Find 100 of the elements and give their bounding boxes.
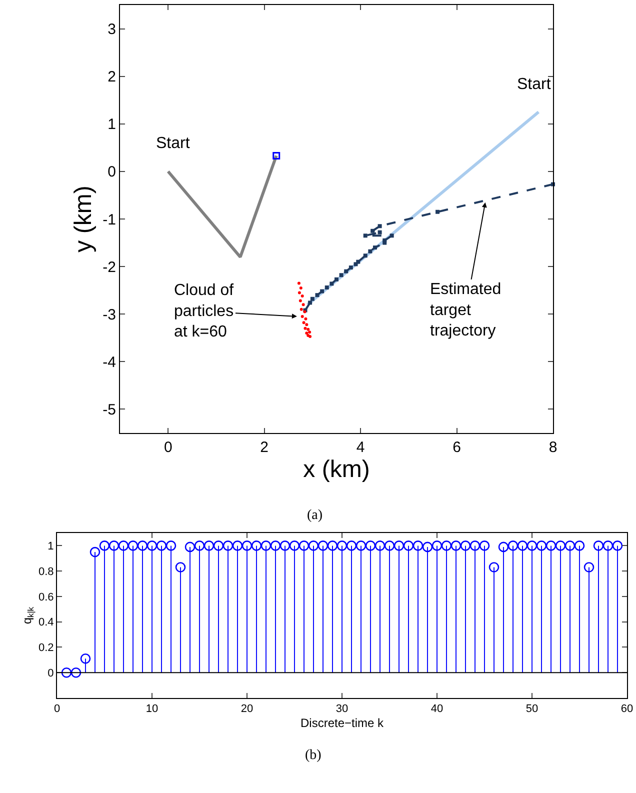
y-tick-label: 0 — [108, 164, 116, 181]
point — [470, 540, 480, 551]
point — [327, 540, 338, 551]
point — [384, 540, 395, 551]
text: (b) — [305, 748, 322, 763]
point — [108, 540, 120, 551]
point — [318, 540, 328, 551]
x-tick-label: 4 — [356, 439, 365, 456]
point — [302, 303, 305, 306]
point — [300, 314, 304, 318]
point — [260, 540, 272, 551]
point — [488, 562, 500, 572]
point — [403, 540, 414, 551]
point — [602, 540, 614, 551]
annotation: Start — [156, 135, 190, 152]
point — [382, 240, 387, 245]
point — [324, 285, 329, 290]
point — [370, 228, 375, 233]
point — [432, 540, 442, 551]
point — [365, 540, 376, 551]
point — [555, 540, 566, 551]
point — [305, 332, 308, 335]
y-tick-label: -2 — [102, 258, 116, 276]
y-axis-title: y (km) — [70, 186, 97, 252]
point — [450, 540, 462, 551]
point — [272, 152, 280, 160]
point — [184, 542, 196, 552]
x-tick-label: 60 — [620, 703, 634, 716]
point — [348, 266, 353, 270]
point — [320, 289, 324, 294]
point — [232, 540, 243, 551]
point — [339, 273, 344, 278]
point — [175, 562, 186, 572]
y-tick-label: 1 — [48, 540, 54, 553]
point — [298, 299, 302, 302]
point — [394, 540, 404, 551]
x-axis-title: x (km) — [303, 456, 370, 483]
point — [305, 323, 308, 326]
point — [300, 308, 303, 311]
point — [310, 296, 314, 301]
point — [546, 540, 556, 551]
x-tick-label: 10 — [146, 703, 158, 716]
x-tick-label: 2 — [260, 439, 268, 456]
point — [302, 321, 306, 324]
point — [251, 540, 262, 551]
point — [363, 254, 368, 258]
x-tick-label: 40 — [430, 703, 444, 716]
point — [146, 540, 158, 551]
y-tick-label: 0.8 — [38, 566, 54, 578]
point — [128, 540, 138, 551]
point — [298, 291, 301, 294]
point — [441, 540, 452, 551]
point — [593, 540, 604, 551]
point — [336, 540, 348, 551]
point — [422, 542, 433, 552]
point — [99, 540, 110, 551]
x-tick-label: 8 — [548, 439, 558, 456]
point — [479, 540, 490, 551]
y-tick-label: -3 — [102, 306, 116, 324]
point — [289, 540, 300, 551]
point — [306, 328, 310, 331]
point — [363, 234, 368, 238]
point — [526, 540, 538, 551]
point — [297, 282, 300, 285]
point — [194, 540, 205, 551]
y-tick-label: 3 — [108, 21, 116, 38]
point — [156, 540, 167, 551]
point — [308, 300, 312, 305]
point — [308, 540, 319, 551]
x-tick-label: 20 — [240, 703, 254, 716]
annotation: Estimated target trajectory — [430, 281, 502, 340]
point — [436, 210, 440, 214]
point — [412, 540, 424, 551]
x-axis-title: Discrete−time k — [300, 716, 385, 730]
point — [372, 246, 377, 250]
point — [242, 540, 252, 551]
point — [378, 230, 382, 234]
y-tick-label: 0.4 — [38, 616, 54, 629]
point — [299, 286, 302, 290]
point — [304, 317, 308, 320]
point — [298, 540, 310, 551]
point — [308, 330, 312, 334]
y-tick-label: 0.6 — [38, 591, 54, 604]
point — [270, 540, 281, 551]
point — [166, 540, 176, 551]
point — [378, 224, 382, 228]
point — [346, 540, 357, 551]
point — [80, 654, 91, 664]
annotation: Cloud of particles at k=60 — [174, 282, 234, 341]
point — [536, 540, 547, 551]
point — [334, 277, 338, 282]
point — [354, 262, 358, 266]
point — [300, 294, 304, 298]
point — [356, 540, 366, 551]
y-tick-label: 0.2 — [38, 642, 54, 654]
x-tick-label: 0 — [164, 439, 172, 456]
point — [315, 293, 320, 298]
point — [330, 282, 334, 286]
point — [304, 326, 307, 330]
text: (a) — [307, 508, 323, 523]
